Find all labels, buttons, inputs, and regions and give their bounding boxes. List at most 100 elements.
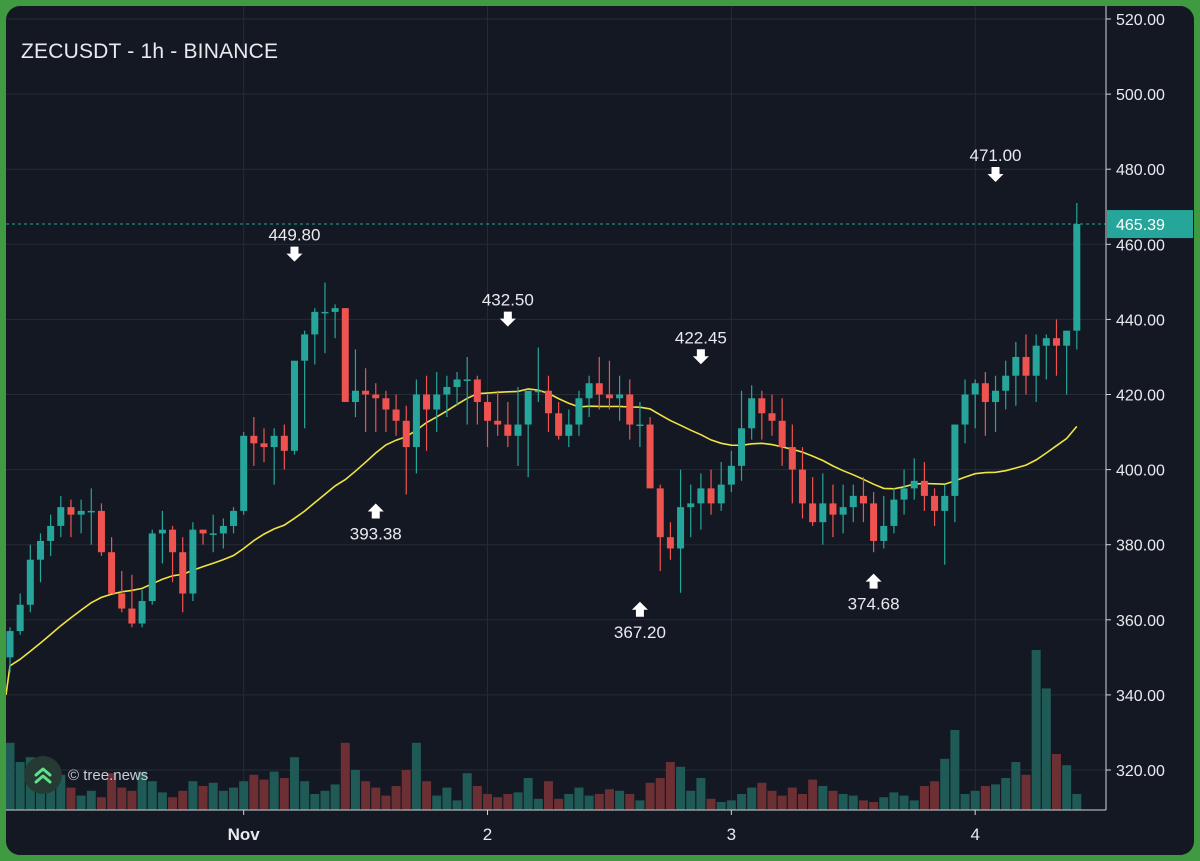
candle-body bbox=[1042, 338, 1050, 346]
last-price-tag: 465.39 bbox=[1107, 210, 1193, 239]
candle bbox=[534, 347, 542, 403]
volume-bar bbox=[76, 795, 86, 810]
candle-body bbox=[494, 420, 502, 425]
volume-bar bbox=[665, 762, 675, 810]
candle bbox=[412, 379, 420, 474]
volume-bar bbox=[1001, 778, 1011, 810]
volume-bar bbox=[584, 795, 594, 810]
candle bbox=[1063, 330, 1071, 395]
volume-bar bbox=[117, 787, 127, 810]
candle bbox=[677, 469, 685, 593]
last-price-label: 465.39 bbox=[1116, 217, 1165, 234]
candle bbox=[158, 510, 166, 564]
x-tick-label: 4 bbox=[970, 825, 979, 844]
candle-body bbox=[585, 383, 593, 399]
volume-bar bbox=[503, 794, 513, 810]
grid bbox=[6, 6, 1106, 810]
volume-bar bbox=[787, 787, 797, 810]
candle bbox=[67, 499, 75, 538]
candle-body bbox=[230, 510, 238, 526]
volume-bar bbox=[1072, 794, 1082, 810]
candle bbox=[473, 375, 481, 425]
candle-body bbox=[768, 413, 776, 421]
y-tick-label: 420.00 bbox=[1116, 388, 1165, 405]
volume-bar bbox=[15, 762, 25, 810]
volume-bar bbox=[960, 794, 970, 810]
volume-bar bbox=[716, 802, 726, 810]
candle-body bbox=[788, 447, 796, 470]
candle bbox=[707, 469, 715, 515]
annotation-449.80: 449.80 bbox=[268, 226, 320, 262]
candle-body bbox=[36, 540, 44, 560]
volume-bar bbox=[340, 742, 350, 810]
candle-body bbox=[646, 424, 654, 489]
candle-body bbox=[544, 390, 552, 414]
candle-body bbox=[738, 428, 746, 466]
candle-body bbox=[707, 488, 715, 504]
candle-body bbox=[351, 390, 359, 403]
candle-body bbox=[727, 465, 735, 485]
candle-body bbox=[382, 398, 390, 410]
chart-title: ZECUSDT - 1h - BINANCE bbox=[21, 40, 279, 63]
candle bbox=[931, 488, 939, 526]
candle-body bbox=[1063, 330, 1071, 346]
candle bbox=[555, 402, 563, 440]
candle bbox=[992, 375, 1000, 433]
candle bbox=[1022, 334, 1030, 395]
candle-body bbox=[961, 394, 969, 425]
candle bbox=[809, 477, 817, 526]
volume-bar bbox=[452, 800, 462, 810]
candle bbox=[57, 495, 65, 538]
annotation-367.20: 367.20 bbox=[614, 601, 666, 642]
candlestick-chart[interactable]: 449.80 393.38 432.50 367.20 422.45 374.68 471.… bbox=[6, 6, 1194, 855]
candle-body bbox=[443, 386, 451, 395]
annotation-374.68: 374.68 bbox=[848, 573, 900, 614]
candle bbox=[748, 385, 756, 440]
candle bbox=[372, 383, 380, 433]
candle bbox=[423, 375, 431, 451]
volume-bar bbox=[696, 778, 706, 810]
candle-body bbox=[260, 443, 268, 448]
volume-bar bbox=[554, 798, 564, 810]
volume-bar bbox=[615, 790, 625, 810]
candle bbox=[890, 488, 898, 534]
candle bbox=[585, 375, 593, 418]
candle-body bbox=[6, 631, 14, 658]
candle bbox=[768, 394, 776, 436]
candle bbox=[311, 308, 319, 365]
candle bbox=[402, 405, 410, 495]
candle bbox=[524, 390, 532, 478]
volume-bar bbox=[279, 778, 289, 810]
candle-body bbox=[47, 525, 55, 541]
candle-body bbox=[778, 420, 786, 448]
volume-bar bbox=[1031, 650, 1041, 810]
y-tick-label: 520.00 bbox=[1116, 12, 1165, 29]
candle-body bbox=[677, 507, 685, 549]
volume-bar bbox=[909, 800, 919, 810]
candle-body bbox=[626, 394, 634, 425]
volume-bar bbox=[483, 794, 493, 810]
candle bbox=[219, 518, 227, 549]
volume-bar bbox=[635, 800, 645, 810]
volume-bar bbox=[289, 757, 299, 810]
candle bbox=[331, 304, 339, 339]
candle bbox=[250, 417, 258, 466]
candle bbox=[108, 537, 116, 594]
candle-body bbox=[687, 503, 695, 508]
candle bbox=[504, 402, 512, 448]
candle bbox=[778, 398, 786, 466]
candle-body bbox=[290, 360, 298, 451]
arrow-down-icon bbox=[286, 246, 303, 262]
volume-bar bbox=[726, 800, 736, 810]
candle-body bbox=[656, 488, 664, 538]
volume-bar bbox=[980, 786, 990, 810]
candle bbox=[189, 522, 197, 602]
candle-body bbox=[900, 488, 908, 500]
annotation-422.45: 422.45 bbox=[675, 328, 727, 365]
candle-body bbox=[1002, 375, 1010, 391]
candle bbox=[839, 484, 847, 534]
volume-bar bbox=[869, 802, 879, 810]
candle bbox=[118, 570, 126, 613]
candle-body bbox=[524, 390, 532, 425]
candle-body bbox=[453, 379, 461, 387]
